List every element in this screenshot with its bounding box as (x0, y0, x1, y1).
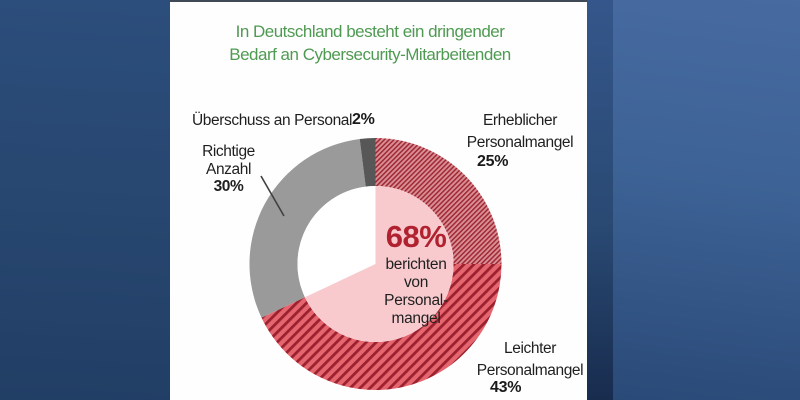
pct-richtige: 30% (213, 178, 244, 195)
pct-erheblicher: 25% (477, 153, 509, 170)
slide-title: In Deutschland besteht ein dringender Be… (170, 21, 570, 66)
center-callout-text: berichten von Personal- mangel (360, 256, 472, 328)
donut-segment-2 (249, 138, 366, 318)
pct-ueberschuss: 2% (352, 111, 375, 128)
label-erheblicher: Erheblicher Personalmangel (464, 110, 576, 153)
donut-segment-0 (375, 138, 502, 264)
label-leichter-line1: Leichter (504, 340, 556, 357)
background-panel-left (0, 0, 170, 400)
donut-inner-wedge (304, 186, 454, 342)
label-erheblicher-line1: Erheblicher (482, 112, 557, 129)
donut-slices (249, 138, 502, 391)
slide: In Deutschland besteht ein dringender Be… (170, 0, 587, 400)
center-callout-line2: von (403, 274, 429, 291)
label-ueberschuss-text: Überschuss an Personal (192, 112, 353, 129)
slide-title-line2: Bedarf an Cybersecurity-Mitarbeitenden (229, 44, 511, 64)
pct-leichter: 43% (490, 379, 522, 396)
center-callout-line4: mangel (391, 310, 441, 327)
label-richtige-anzahl: Richtige Anzahl 30% (186, 143, 271, 196)
label-leichter-line2: Personalmangel (476, 362, 584, 379)
richtige-anzahl-leader-line (260, 175, 285, 217)
background-panel-right (613, 0, 800, 400)
center-callout-line1: berichten (385, 256, 447, 273)
background-strip-right (587, 0, 613, 400)
label-erheblicher-line2: Personalmangel (466, 133, 574, 151)
donut-segment-1 (261, 264, 502, 391)
label-richtige-line2: Anzahl (206, 160, 251, 178)
center-callout-percentage: 68% (385, 219, 447, 254)
label-leichter: Leichter Personalmangel (473, 338, 587, 382)
donut-segment-3 (359, 138, 376, 187)
slide-title-line1: In Deutschland besteht ein dringender (235, 22, 505, 41)
donut-chart (249, 138, 502, 391)
center-callout-line3: Personal- (384, 292, 448, 309)
label-ueberschuss: Überschuss an Personal (192, 112, 352, 130)
label-richtige-line1: Richtige (202, 143, 255, 160)
